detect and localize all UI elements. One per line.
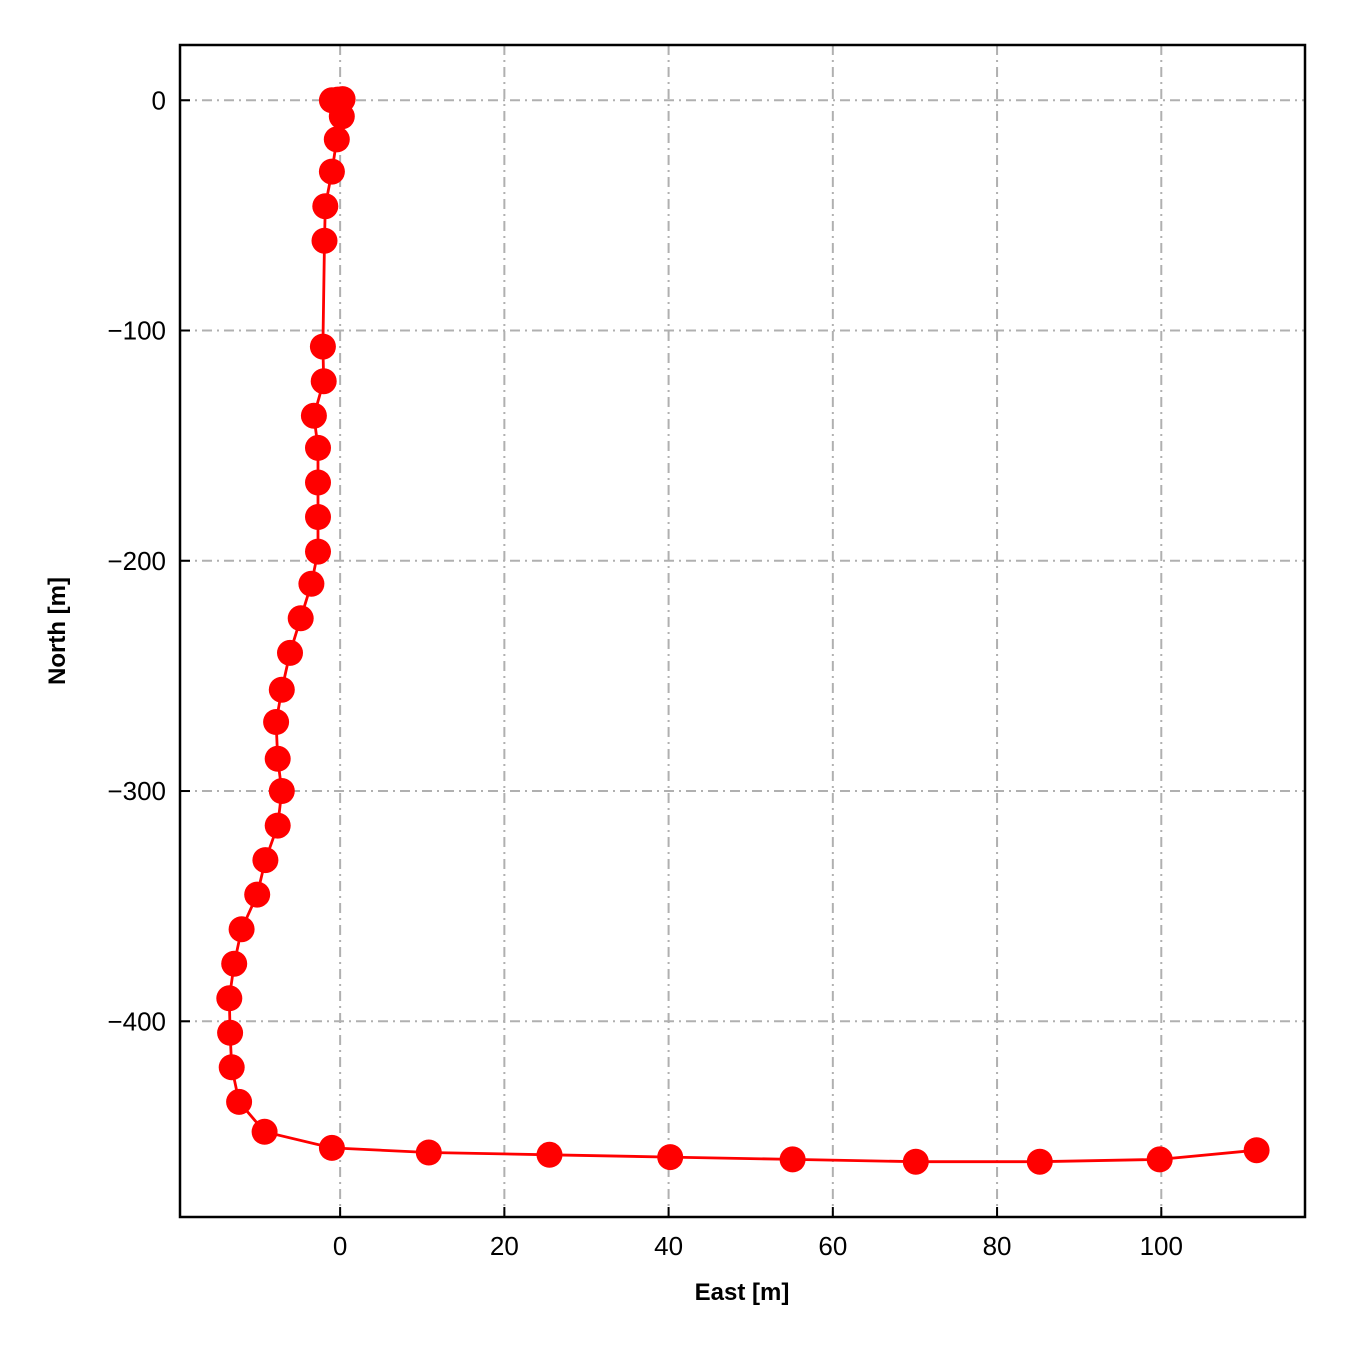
data-point [309, 333, 336, 360]
y-tick-label: 0 [152, 85, 166, 115]
data-point [311, 227, 338, 254]
data-point [216, 985, 243, 1012]
plot-frame [178, 43, 1307, 1219]
data-point [252, 847, 279, 874]
x-axis-label: East [m] [695, 1279, 790, 1306]
x-tick-label: 100 [1140, 1231, 1183, 1261]
data-point [415, 1139, 442, 1166]
data-point [300, 402, 327, 429]
data-point [264, 812, 291, 839]
data-point [217, 1019, 244, 1046]
data-point [318, 1134, 345, 1161]
data-point [221, 950, 248, 977]
data-point [310, 368, 337, 395]
data-point [263, 709, 290, 735]
data-point [657, 1144, 684, 1171]
data-point [305, 538, 331, 565]
data-point [323, 126, 350, 153]
data-point [251, 1118, 278, 1145]
data-point [305, 504, 331, 530]
data-point [1243, 1137, 1270, 1164]
data-point [1026, 1148, 1053, 1175]
data-point [244, 881, 271, 908]
data-point [1146, 1146, 1173, 1173]
y-tick-label: −300 [107, 776, 166, 806]
data-point [268, 676, 295, 703]
y-tick-label: −400 [107, 1006, 166, 1036]
x-tick-label: 80 [983, 1231, 1012, 1261]
data-point [536, 1141, 563, 1168]
data-point [328, 103, 355, 130]
data-point [779, 1146, 806, 1173]
series-layer [216, 86, 1270, 1175]
data-point [268, 778, 295, 804]
data-point [277, 639, 303, 666]
data-point [264, 745, 291, 772]
x-tick-label: 20 [490, 1231, 519, 1261]
data-point [305, 469, 331, 496]
data-point [318, 158, 345, 185]
data-point [312, 193, 339, 220]
x-tick-label: 60 [818, 1231, 847, 1261]
grid [180, 45, 1305, 1217]
data-point [902, 1148, 929, 1175]
x-tick-label: 0 [333, 1231, 347, 1261]
data-point [305, 434, 331, 461]
y-tick-label: −100 [107, 316, 166, 346]
data-point [226, 1088, 253, 1115]
data-point [228, 916, 255, 943]
y-tick-label: −200 [107, 546, 166, 576]
data-point [298, 570, 325, 597]
ticks: 0 20 40 60 80 100 0 −100 −200 −300 −400 [107, 85, 1183, 1261]
y-axis-label: North [m] [44, 577, 71, 685]
x-tick-label: 40 [654, 1231, 683, 1261]
data-point [287, 605, 314, 632]
data-point [218, 1054, 245, 1081]
